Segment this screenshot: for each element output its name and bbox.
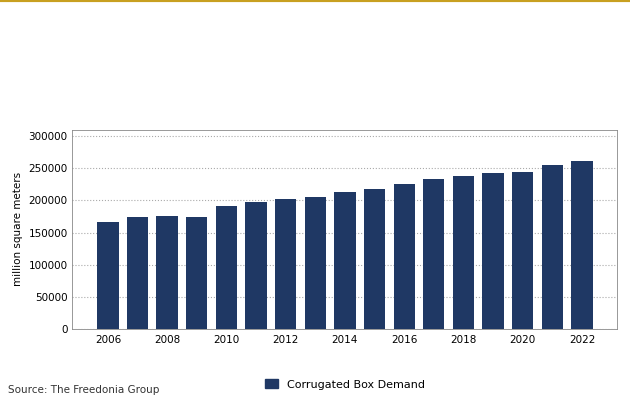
Bar <box>512 172 534 329</box>
Bar <box>245 202 266 329</box>
Text: 2006 – 2022 Global Corrugated Box Demand: 2006 – 2022 Global Corrugated Box Demand <box>8 36 318 49</box>
Bar <box>215 206 237 329</box>
Text: (million square meters): (million square meters) <box>8 67 154 77</box>
Bar <box>394 184 415 329</box>
Bar <box>127 217 148 329</box>
Bar <box>97 222 118 329</box>
Y-axis label: million square meters: million square meters <box>13 172 23 286</box>
Bar <box>571 161 593 329</box>
Bar <box>186 217 207 329</box>
Legend: Corrugated Box Demand: Corrugated Box Demand <box>260 375 430 394</box>
Bar <box>305 197 326 329</box>
Bar <box>483 173 504 329</box>
Bar <box>156 216 178 329</box>
Bar <box>275 199 296 329</box>
Text: Freedonia: Freedonia <box>528 104 584 114</box>
Bar <box>423 179 445 329</box>
Bar <box>453 176 474 329</box>
Text: Source: The Freedonia Group: Source: The Freedonia Group <box>8 385 159 395</box>
Bar <box>542 165 563 329</box>
Bar <box>335 192 355 329</box>
Bar <box>364 189 385 329</box>
Text: Figure 3-1.,: Figure 3-1., <box>8 11 80 21</box>
